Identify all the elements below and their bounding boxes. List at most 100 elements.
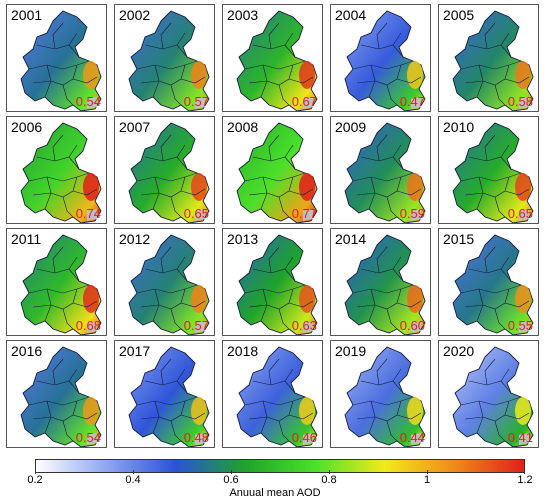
district-boundary xyxy=(368,304,376,322)
map-panel-2011: 2011 0.68 xyxy=(6,228,107,336)
district-boundary xyxy=(476,304,484,322)
district-boundary xyxy=(140,80,160,84)
region-shape xyxy=(128,346,210,447)
aod-map xyxy=(20,122,102,223)
high-aod-area xyxy=(407,397,423,425)
district-boundary xyxy=(392,32,402,46)
district-boundary xyxy=(36,380,80,394)
high-aod-area xyxy=(299,397,315,425)
district-boundary xyxy=(144,156,188,170)
panel-year-label: 2015 xyxy=(443,231,475,247)
no-data-area xyxy=(303,321,313,333)
map-panel-2006: 2006 0.74 xyxy=(6,116,107,224)
district-boundary xyxy=(28,396,90,406)
aod-map xyxy=(452,122,534,223)
region-shape xyxy=(452,346,534,447)
district-boundary xyxy=(288,300,314,308)
panel-mean-value: 0.65 xyxy=(507,206,533,221)
region-shape xyxy=(128,10,210,111)
panel-mean-value: 0.57 xyxy=(183,318,209,333)
panel-mean-value: 0.54 xyxy=(75,94,101,109)
region-shape xyxy=(236,122,318,223)
panel-year-label: 2019 xyxy=(335,343,367,359)
aod-map xyxy=(236,10,318,111)
high-aod-area xyxy=(407,285,423,313)
district-boundary xyxy=(260,80,268,98)
district-boundary xyxy=(52,246,64,274)
district-boundary xyxy=(368,416,376,434)
map-panel-2004: 2004 0.47 xyxy=(330,4,431,112)
district-boundary xyxy=(152,304,160,322)
district-boundary xyxy=(504,412,530,420)
map-panel-2012: 2012 0.57 xyxy=(114,228,215,336)
panel-year-label: 2004 xyxy=(335,7,367,23)
district-boundary xyxy=(278,84,290,106)
map-panel-2019: 2019 0.44 xyxy=(330,340,431,448)
district-boundary xyxy=(160,358,172,386)
district-boundary xyxy=(396,412,422,420)
district-boundary xyxy=(268,358,280,386)
panel-year-label: 2016 xyxy=(11,343,43,359)
no-data-area xyxy=(303,433,313,445)
district-boundary xyxy=(464,304,484,308)
colorbar-tick-label: 0.8 xyxy=(321,474,337,486)
district-boundary xyxy=(386,196,398,218)
no-data-area xyxy=(519,209,529,221)
district-boundary xyxy=(368,80,376,98)
panel-year-label: 2013 xyxy=(227,231,259,247)
district-boundary xyxy=(352,60,414,70)
district-boundary xyxy=(476,80,484,98)
aod-map xyxy=(452,346,534,447)
district-boundary xyxy=(52,358,64,386)
high-aod-area xyxy=(191,397,207,425)
panel-year-label: 2001 xyxy=(11,7,43,23)
district-boundary xyxy=(144,268,188,282)
district-boundary xyxy=(28,60,90,70)
region-shape xyxy=(20,122,102,223)
district-boundary xyxy=(44,192,52,210)
panel-mean-value: 0.68 xyxy=(75,318,101,333)
aod-map xyxy=(20,346,102,447)
colorbar-tick-mark xyxy=(427,470,428,474)
district-boundary xyxy=(152,80,160,98)
district-boundary xyxy=(52,22,64,50)
district-boundary xyxy=(136,172,198,182)
high-aod-area xyxy=(83,397,99,425)
district-boundary xyxy=(360,156,404,170)
panel-mean-value: 0.46 xyxy=(291,430,317,445)
district-boundary xyxy=(284,32,294,46)
region-shape xyxy=(20,234,102,335)
district-boundary xyxy=(252,44,296,58)
district-boundary xyxy=(68,144,78,158)
district-boundary xyxy=(160,22,172,50)
no-data-area xyxy=(303,97,313,109)
map-panel-2016: 2016 0.54 xyxy=(6,340,107,448)
aod-map xyxy=(128,122,210,223)
map-panel-2005: 2005 0.58 xyxy=(438,4,539,112)
district-boundary xyxy=(392,256,402,270)
district-boundary xyxy=(500,32,510,46)
no-data-area xyxy=(195,433,205,445)
panel-mean-value: 0.67 xyxy=(291,94,317,109)
panel-year-label: 2012 xyxy=(119,231,151,247)
map-panel-2003: 2003 0.67 xyxy=(222,4,323,112)
district-boundary xyxy=(170,196,182,218)
panel-mean-value: 0.58 xyxy=(507,94,533,109)
district-boundary xyxy=(248,80,268,84)
district-boundary xyxy=(468,44,512,58)
district-boundary xyxy=(494,420,506,442)
colorbar-tick-label: 1.2 xyxy=(517,474,533,486)
district-boundary xyxy=(144,380,188,394)
district-boundary xyxy=(460,60,522,70)
high-aod-area xyxy=(191,61,207,89)
district-boundary xyxy=(72,76,98,84)
map-panel-2009: 2009 0.59 xyxy=(330,116,431,224)
high-aod-area xyxy=(299,285,315,313)
district-boundary xyxy=(504,300,530,308)
district-boundary xyxy=(72,188,98,196)
district-boundary xyxy=(152,192,160,210)
district-boundary xyxy=(356,304,376,308)
aod-map xyxy=(236,122,318,223)
district-boundary xyxy=(504,188,530,196)
high-aod-area xyxy=(515,285,531,313)
